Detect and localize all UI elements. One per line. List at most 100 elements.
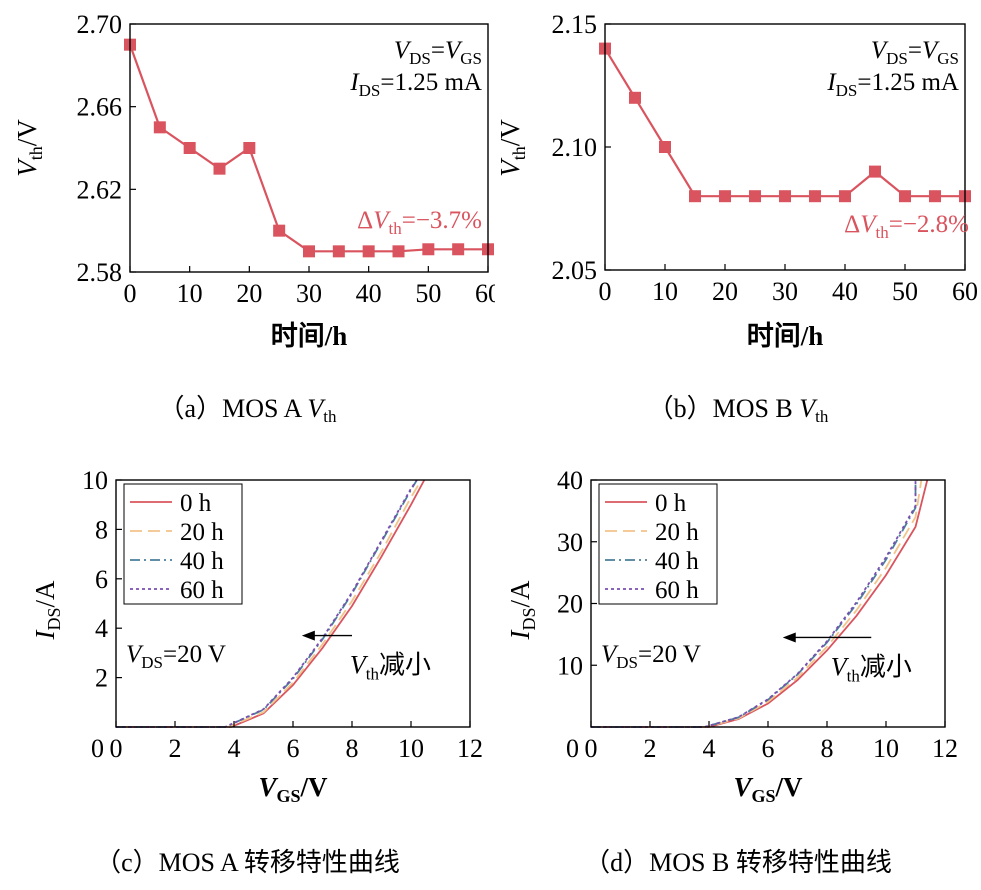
data-point-b-1 — [629, 91, 641, 104]
x-origin-label-c: 0 — [91, 734, 104, 763]
delta-var-a: V — [373, 207, 391, 234]
series-line-c-3 — [116, 479, 418, 728]
cond-s2-b: GS — [937, 49, 959, 68]
x-axis-label-sub-c: GS — [277, 786, 301, 806]
delta-sub-a: th — [388, 219, 402, 238]
caption-b: （b）MOS B Vth — [495, 388, 981, 427]
data-point-b-4 — [719, 190, 731, 203]
vth-label-text-c: 减小 — [379, 651, 431, 680]
cond-eq-d: =20 V — [638, 641, 701, 668]
x-tick-label-a-2: 20 — [236, 279, 262, 308]
delta-vth-label-b: ΔVth=−2.8% — [844, 211, 969, 242]
y-tick-label-c-4: 10 — [82, 466, 108, 495]
caption-b-var: V — [799, 394, 816, 423]
vth-arrow-head-c — [301, 630, 315, 641]
data-point-a-8 — [362, 245, 375, 258]
legend-label-d-3: 60 h — [655, 577, 699, 604]
data-point-a-7 — [332, 245, 345, 258]
caption-b-sub: th — [815, 407, 829, 426]
y-tick-label-a-3: 2.70 — [77, 10, 123, 39]
delta-value-b: =−2.8% — [889, 211, 969, 238]
delta-sub-b: th — [875, 223, 889, 242]
condition-ids-a: IDS=1.25 mA — [349, 69, 482, 100]
x-tick-label-b-1: 10 — [652, 277, 678, 306]
x-tick-label-b-5: 50 — [892, 277, 918, 306]
cond2-s1-b: DS — [836, 81, 858, 100]
cond-eq-c: =20 V — [163, 641, 226, 668]
x-origin-label-d: 0 — [566, 734, 579, 763]
condition-vds-c: VDS=20 V — [126, 641, 226, 672]
x-tick-label-c-5: 10 — [398, 734, 424, 763]
y-axis-label-sub-d: DS — [519, 607, 539, 630]
cond-v2-a: V — [445, 37, 463, 64]
caption-c-text: （c）MOS A 转移特性曲线 — [95, 848, 400, 877]
x-tick-label-a-4: 40 — [356, 279, 382, 308]
x-tick-label-c-4: 8 — [346, 734, 359, 763]
x-tick-label-c-2: 4 — [228, 734, 241, 763]
cond-v-c: V — [126, 641, 144, 668]
legend-label-c-3: 60 h — [180, 577, 224, 604]
cond-v2-b: V — [922, 37, 940, 64]
y-tick-label-d-0: 10 — [557, 651, 583, 680]
delta-vth-label-a: ΔVth=−3.7% — [357, 207, 482, 238]
chart-panel-a: 0 10 20 30 40 50 60 2.58 2.62 2.66 2.70 时间/h Vth/V VD… — [0, 0, 501, 370]
caption-a: （a）MOS A Vth — [0, 388, 495, 427]
legend-label-d-2: 40 h — [655, 548, 699, 575]
legend-label-c-1: 20 h — [180, 519, 224, 546]
data-point-a-6 — [303, 245, 315, 258]
y-tick-label-a-2: 2.66 — [77, 93, 123, 122]
x-axis-label-tail-d: /V — [775, 772, 804, 802]
series-line-c-1 — [116, 479, 423, 728]
cond2-eq-b: =1.25 mA — [857, 69, 959, 96]
delta-var-b: V — [860, 211, 878, 238]
y-axis-label-var-a: V — [12, 157, 42, 177]
y-axis-label-d: IDS/A — [505, 580, 539, 641]
y-axis-label-a: Vth/V — [12, 119, 46, 177]
y-tick-label-b-1: 2.10 — [552, 133, 598, 162]
delta-sym-b: Δ — [844, 211, 860, 238]
chart-panel-b: 0 10 20 30 40 50 60 2.05 2.10 2.15 时间/h Vth/V VDS=VG… — [495, 0, 981, 370]
caption-b-prefix: （b）MOS B — [647, 394, 800, 423]
data-point-b-3 — [689, 190, 701, 203]
x-tick-label-c-6: 12 — [457, 734, 483, 763]
chart-b-svg: 0 10 20 30 40 50 602.052.102.15时间/hVth/VVDS=VG… — [495, 10, 978, 351]
delta-sym-a: Δ — [357, 207, 373, 234]
cond2-eq-a: =1.25 mA — [380, 69, 482, 96]
vth-label-var-c: V — [350, 651, 369, 680]
cond-s1-b: DS — [886, 49, 908, 68]
x-tick-label-a-3: 30 — [296, 279, 322, 308]
condition-ids-b: IDS=1.25 mA — [826, 69, 959, 100]
x-tick-label-a-1: 10 — [177, 279, 203, 308]
vth-label-text-d: 减小 — [860, 652, 912, 681]
series-line-d-2 — [591, 480, 917, 728]
y-tick-label-c-3: 8 — [95, 515, 108, 544]
legend-label-d-1: 20 h — [655, 519, 699, 546]
condition-vds-d: VDS=20 V — [601, 641, 701, 672]
legend-box-c — [123, 483, 243, 605]
y-tick-label-c-2: 6 — [95, 565, 108, 594]
x-tick-label-c-1: 2 — [169, 734, 182, 763]
x-tick-label-b-0: 0 — [599, 277, 612, 306]
x-tick-label-d-5: 10 — [873, 734, 899, 763]
x-axis-label-b: 时间/h — [747, 321, 824, 351]
caption-a-prefix: （a）MOS A — [158, 394, 308, 423]
x-tick-label-a-5: 50 — [415, 279, 441, 308]
caption-d-text: （d）MOS B 转移特性曲线 — [584, 848, 892, 877]
vth-decrease-label-c: Vth减小 — [350, 651, 431, 684]
cond-s1-a: DS — [409, 49, 431, 68]
y-axis-label-tail-a: /V — [12, 119, 42, 147]
x-axis-label-sub-d: GS — [752, 786, 776, 806]
x-tick-label-b-3: 30 — [772, 277, 798, 306]
vth-label-sub-d: th — [847, 666, 861, 685]
y-axis-label-tail-c: /A — [30, 580, 60, 608]
cond-s-c: DS — [141, 653, 163, 672]
x-axis-label-var-c: V — [258, 772, 278, 802]
chart-panel-c: 0 2 4 6 8 10 12 2 4 6 8 10 0 VGS/V IDS/A 0 h 20 h 40 h 60 … — [0, 450, 495, 820]
y-tick-label-b-0: 2.05 — [552, 256, 598, 285]
caption-d: （d）MOS B 转移特性曲线 — [495, 842, 981, 879]
legend-label-c-2: 40 h — [180, 548, 224, 575]
